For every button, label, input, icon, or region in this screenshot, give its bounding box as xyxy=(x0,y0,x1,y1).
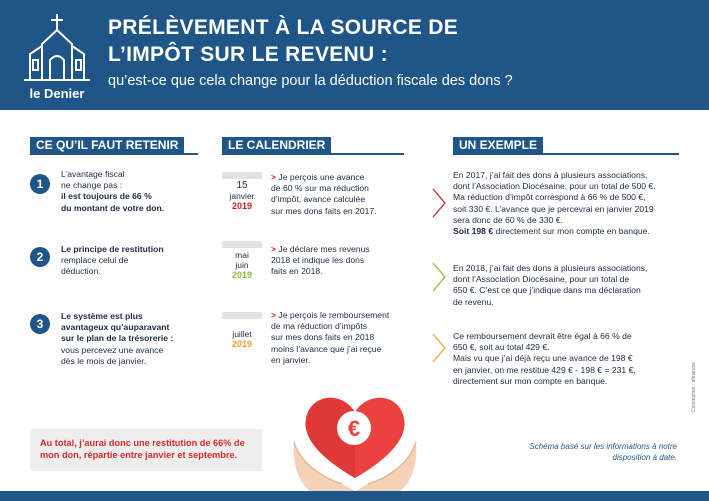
section-heading-exemple: UN EXEMPLE xyxy=(453,137,544,154)
exemple-item-3: Ce remboursement devrait être égal à 66 … xyxy=(453,331,636,386)
exemple-item-1: En 2017, j’ai fait des dons à plusieurs … xyxy=(453,170,656,237)
chevron-right-icon xyxy=(432,188,446,218)
footnote: Schéma basé sur les informations à notre… xyxy=(529,442,677,462)
calendrier-item-3: > Je perçois le remboursement de ma rédu… xyxy=(271,310,390,365)
step-number-2: 2 xyxy=(30,247,50,267)
chevron-right-icon xyxy=(432,262,446,292)
chevron-right-icon xyxy=(432,333,446,363)
retenir-item-2: Le principe de restitution remplace celu… xyxy=(61,244,164,277)
page-subtitle: qu’est-ce que cela change pour la déduct… xyxy=(108,73,513,89)
section-divider xyxy=(222,153,404,155)
exemple-item-2: En 2018, j’ai fait des dons à plusieurs … xyxy=(453,263,648,307)
denier-logo: le Denier xyxy=(22,10,92,102)
summary-box: Au total, j’aurai donc une restitution d… xyxy=(30,429,262,471)
calendar-icon-janvier: 15 janvier 2019 xyxy=(222,172,262,211)
calendrier-item-1: > Je perçois une avance de 60 % sur ma r… xyxy=(271,172,377,216)
bottom-bar xyxy=(0,491,709,501)
header-banner: le Denier PRÉLÈVEMENT À LA SOURCE DE L’I… xyxy=(0,0,709,110)
credit-text: Conception : afeseuse xyxy=(691,362,697,412)
step-number-1: 1 xyxy=(30,174,50,194)
logo-text: le Denier xyxy=(29,86,85,101)
retenir-item-3: Le système est plus avantageux qu’aupara… xyxy=(61,311,174,366)
church-icon xyxy=(24,14,90,81)
calendar-icon-juillet: juillet 2019 xyxy=(222,312,262,349)
calendar-icon-mai-juin: mai juin 2019 xyxy=(222,241,262,280)
page-title-line1: PRÉLÈVEMENT À LA SOURCE DE xyxy=(108,16,459,39)
section-divider xyxy=(453,153,679,155)
step-number-3: 3 xyxy=(30,314,50,334)
heart-hands-illustration: € xyxy=(293,397,417,491)
page-title-line2: L’IMPÔT SUR LE REVENU : xyxy=(108,43,388,66)
calendrier-item-2: > Je déclare mes revenus 2018 et indique… xyxy=(271,244,370,277)
section-heading-retenir: CE QU’IL FAUT RETENIR xyxy=(30,137,185,154)
euro-icon: € xyxy=(348,416,360,441)
section-divider xyxy=(30,153,198,155)
calendar-rings xyxy=(222,172,262,179)
retenir-item-1: L’avantage fiscal ne change pas : il est… xyxy=(61,169,165,213)
section-heading-calendrier: LE CALENDRIER xyxy=(222,137,332,154)
